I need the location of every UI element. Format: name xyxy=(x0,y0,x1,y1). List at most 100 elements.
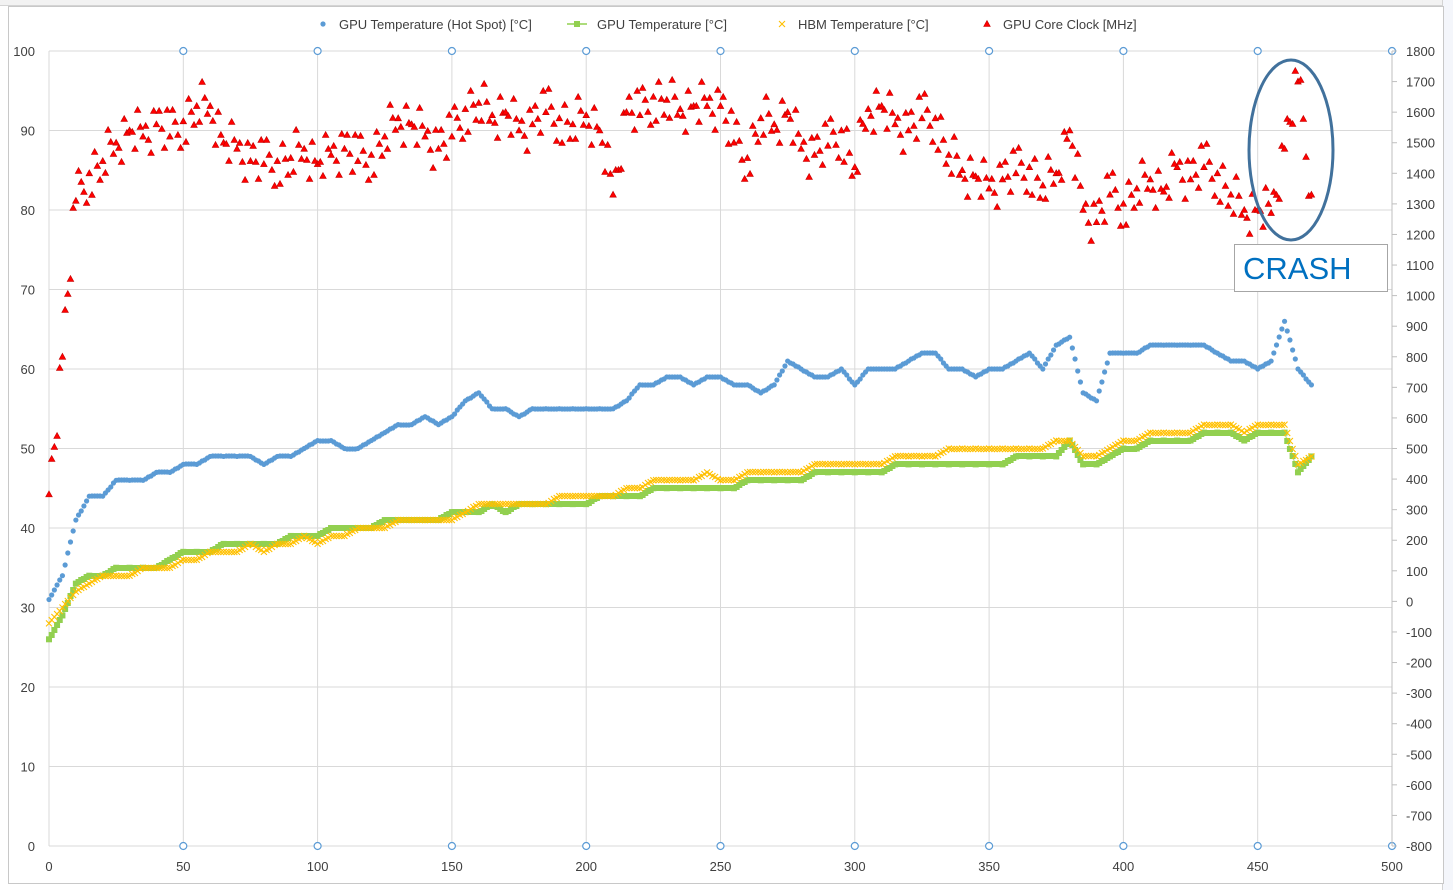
data-point xyxy=(1307,190,1316,198)
data-point xyxy=(270,181,279,189)
y2-tick-label: 1400 xyxy=(1406,166,1435,181)
data-point xyxy=(893,113,902,121)
data-point xyxy=(98,156,107,164)
data-point xyxy=(1157,429,1165,437)
data-point xyxy=(480,79,488,87)
data-point xyxy=(593,492,601,500)
data-point xyxy=(335,170,343,178)
data-point xyxy=(450,102,459,110)
data-point xyxy=(872,86,881,94)
data-point xyxy=(147,564,155,572)
data-point xyxy=(969,445,977,453)
data-point xyxy=(1284,438,1291,444)
data-point xyxy=(1179,429,1186,437)
data-point xyxy=(123,572,131,580)
data-point xyxy=(894,452,902,460)
data-point xyxy=(767,126,776,134)
data-point xyxy=(1276,334,1282,340)
data-point xyxy=(966,445,974,453)
data-point xyxy=(343,130,351,138)
y2-tick-label: -700 xyxy=(1406,808,1432,823)
y2-tick-label: -100 xyxy=(1406,625,1432,640)
chart-area[interactable] xyxy=(8,6,1444,884)
data-point xyxy=(982,173,991,181)
data-point xyxy=(1130,203,1138,211)
data-point xyxy=(638,83,647,91)
data-point xyxy=(593,122,601,130)
data-point xyxy=(649,92,658,100)
data-point xyxy=(357,524,364,532)
data-point xyxy=(1300,372,1306,378)
data-point xyxy=(225,156,233,164)
data-point xyxy=(819,460,826,468)
data-point xyxy=(1025,163,1034,170)
y2-tick-label: 1700 xyxy=(1406,75,1435,90)
data-point xyxy=(1143,184,1152,192)
data-point xyxy=(738,155,746,163)
data-point xyxy=(816,146,824,154)
data-point xyxy=(507,130,515,138)
data-point xyxy=(405,516,413,524)
x-tick-label: 500 xyxy=(1381,859,1403,874)
data-point xyxy=(1100,217,1109,225)
data-point xyxy=(397,122,405,130)
data-point xyxy=(394,516,402,524)
data-point xyxy=(789,468,797,476)
data-point xyxy=(700,93,709,101)
data-point xyxy=(885,88,894,96)
data-point xyxy=(319,171,327,179)
data-point xyxy=(752,468,759,476)
data-point xyxy=(400,516,407,524)
data-point xyxy=(759,130,768,138)
data-point xyxy=(536,128,545,136)
data-point xyxy=(354,524,362,532)
data-point xyxy=(722,116,730,124)
data-point xyxy=(1023,445,1031,453)
data-point xyxy=(1296,75,1305,83)
data-point xyxy=(1280,144,1289,152)
data-point xyxy=(147,148,155,156)
data-point xyxy=(1084,218,1093,226)
data-point xyxy=(1270,421,1278,429)
data-point xyxy=(206,548,214,556)
data-point xyxy=(854,460,861,468)
data-point xyxy=(654,77,663,85)
data-point xyxy=(440,139,448,147)
data-point xyxy=(158,564,166,572)
data-point xyxy=(783,108,792,115)
data-point xyxy=(1167,148,1176,156)
data-point xyxy=(445,110,454,118)
data-point xyxy=(324,144,333,152)
y2-tick-label: 1600 xyxy=(1406,105,1435,120)
data-point xyxy=(48,632,55,638)
data-point xyxy=(1281,429,1288,436)
data-point xyxy=(512,500,520,508)
data-point xyxy=(57,577,63,583)
data-point xyxy=(676,476,684,484)
data-point xyxy=(73,517,79,523)
data-point xyxy=(1079,453,1087,460)
data-point xyxy=(1130,437,1138,445)
data-point xyxy=(1082,452,1090,460)
data-point xyxy=(792,468,800,476)
data-point xyxy=(316,157,325,165)
data-point xyxy=(222,548,230,556)
data-point xyxy=(1203,421,1211,429)
data-point xyxy=(953,445,961,453)
data-point xyxy=(840,157,848,165)
data-point xyxy=(988,445,996,453)
data-point xyxy=(993,445,1001,453)
data-point xyxy=(1171,429,1178,437)
data-point xyxy=(84,498,90,504)
data-point xyxy=(1028,445,1036,453)
data-point xyxy=(1120,437,1127,444)
data-point xyxy=(574,92,582,100)
data-point xyxy=(834,153,843,161)
data-point xyxy=(163,564,171,572)
x-tick-label: 150 xyxy=(441,859,463,874)
data-point xyxy=(520,131,529,139)
data-point xyxy=(423,126,432,134)
data-point xyxy=(62,562,68,568)
data-point xyxy=(625,92,633,100)
data-point xyxy=(1114,203,1122,211)
